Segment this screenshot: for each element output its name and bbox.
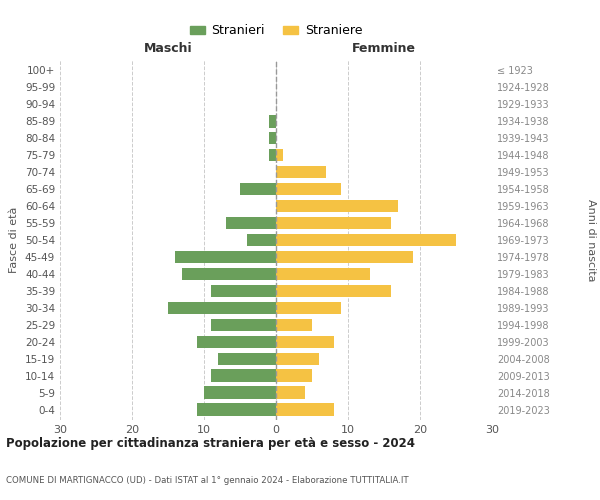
- Bar: [276, 216, 391, 230]
- Bar: [211, 370, 276, 382]
- Bar: [269, 148, 276, 162]
- Bar: [276, 336, 334, 348]
- Text: Femmine: Femmine: [352, 42, 416, 55]
- Text: Anni di nascita: Anni di nascita: [586, 198, 596, 281]
- Bar: [276, 370, 312, 382]
- Bar: [211, 318, 276, 332]
- Text: Maschi: Maschi: [143, 42, 193, 55]
- Bar: [276, 284, 391, 298]
- Bar: [276, 404, 334, 416]
- Bar: [276, 166, 326, 178]
- Bar: [276, 352, 319, 365]
- Bar: [247, 234, 276, 246]
- Bar: [211, 284, 276, 298]
- Text: COMUNE DI MARTIGNACCO (UD) - Dati ISTAT al 1° gennaio 2024 - Elaborazione TUTTIT: COMUNE DI MARTIGNACCO (UD) - Dati ISTAT …: [6, 476, 409, 485]
- Legend: Stranieri, Straniere: Stranieri, Straniere: [185, 20, 367, 42]
- Bar: [276, 318, 312, 332]
- Bar: [276, 250, 413, 264]
- Bar: [276, 268, 370, 280]
- Bar: [276, 386, 305, 399]
- Bar: [226, 216, 276, 230]
- Bar: [276, 182, 341, 196]
- Bar: [168, 302, 276, 314]
- Bar: [197, 404, 276, 416]
- Bar: [276, 234, 456, 246]
- Bar: [269, 115, 276, 128]
- Bar: [269, 132, 276, 144]
- Bar: [276, 302, 341, 314]
- Bar: [182, 268, 276, 280]
- Bar: [218, 352, 276, 365]
- Bar: [276, 148, 283, 162]
- Bar: [175, 250, 276, 264]
- Bar: [240, 182, 276, 196]
- Text: Popolazione per cittadinanza straniera per età e sesso - 2024: Popolazione per cittadinanza straniera p…: [6, 437, 415, 450]
- Bar: [197, 336, 276, 348]
- Y-axis label: Fasce di età: Fasce di età: [10, 207, 19, 273]
- Bar: [204, 386, 276, 399]
- Bar: [276, 200, 398, 212]
